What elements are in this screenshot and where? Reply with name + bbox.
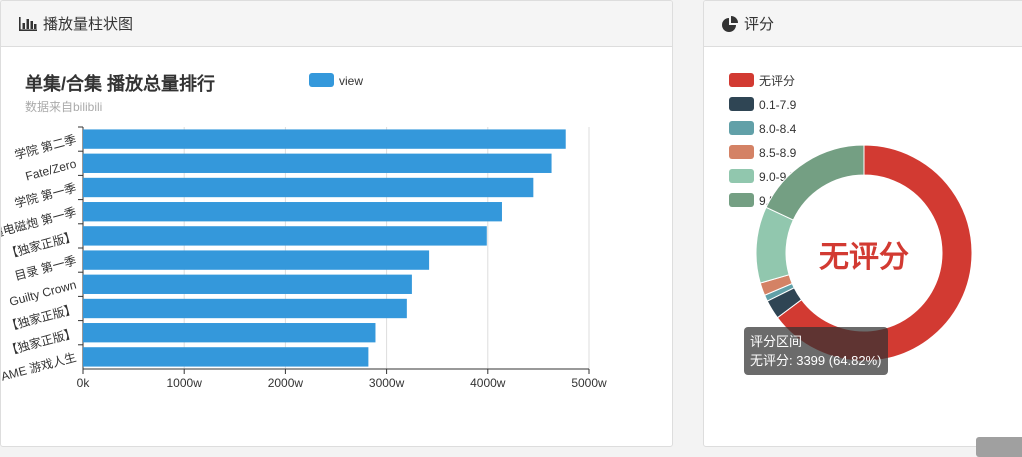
donut-slice <box>755 206 794 284</box>
bar <box>83 153 552 173</box>
rating-panel: 评分 无评分0.1-7.98.0-8.48.5-8.99.0-9.59.5-10… <box>703 0 1022 447</box>
bar <box>83 274 412 294</box>
legend-swatch <box>729 97 754 111</box>
x-tick-label: 3000w <box>369 376 405 390</box>
pie-chart-icon <box>722 15 738 32</box>
tooltip-title: 评分区间 <box>750 334 803 349</box>
bar <box>83 250 430 270</box>
legend-swatch <box>729 73 754 87</box>
back-to-top-button[interactable] <box>976 437 1022 457</box>
bar <box>83 129 566 149</box>
x-tick-label: 4000w <box>470 376 506 390</box>
x-tick-label: 5000w <box>571 376 607 390</box>
chart-subtitle: 数据来自bilibili <box>25 99 102 114</box>
legend-swatch-view <box>309 73 334 87</box>
legend-label: 8.5-8.9 <box>759 146 797 160</box>
bar <box>83 177 534 198</box>
bar-chart-panel: 播放量柱状图 单集/合集 播放总量排行数据来自bilibili view 0k 100… <box>0 0 673 447</box>
bar <box>83 202 502 222</box>
rating-panel-title: 评分 <box>744 16 775 33</box>
bar-chart-icon <box>19 16 37 31</box>
bar-panel-title: 播放量柱状图 <box>43 16 134 33</box>
tooltip-text: 无评分: 3399 (64.82%) <box>750 353 882 368</box>
x-tick-label: 1000w <box>167 376 203 390</box>
bar <box>83 298 407 319</box>
rating-donut-chart: 无评分0.1-7.98.0-8.48.5-8.99.0-9.59.5-10.0无… <box>729 73 973 362</box>
rating-panel-heading: 评分 <box>704 1 1022 47</box>
bar <box>83 323 376 343</box>
legend-label-view: view <box>339 74 363 88</box>
chart-title: 单集/合集 播放总量排行 <box>25 73 215 94</box>
y-tick-label: Fate/Zero <box>24 156 78 183</box>
x-tick-label: 2000w <box>268 376 304 390</box>
bar-panel-heading: 播放量柱状图 <box>1 1 672 47</box>
x-tick-label: 0k <box>77 376 91 390</box>
legend-label: 8.0-8.4 <box>759 122 797 136</box>
donut-center-label: 无评分 <box>819 241 909 274</box>
legend-label: 无评分 <box>759 74 795 88</box>
bar <box>83 226 487 246</box>
donut-slice <box>765 144 865 221</box>
bar <box>83 347 369 367</box>
legend-swatch <box>729 121 754 135</box>
chart-tooltip: 评分区间 无评分: 3399 (64.82%) <box>744 327 888 375</box>
legend-swatch <box>729 193 754 207</box>
legend-label: 0.1-7.9 <box>759 98 797 112</box>
legend-swatch <box>729 169 754 183</box>
legend-swatch <box>729 145 754 159</box>
